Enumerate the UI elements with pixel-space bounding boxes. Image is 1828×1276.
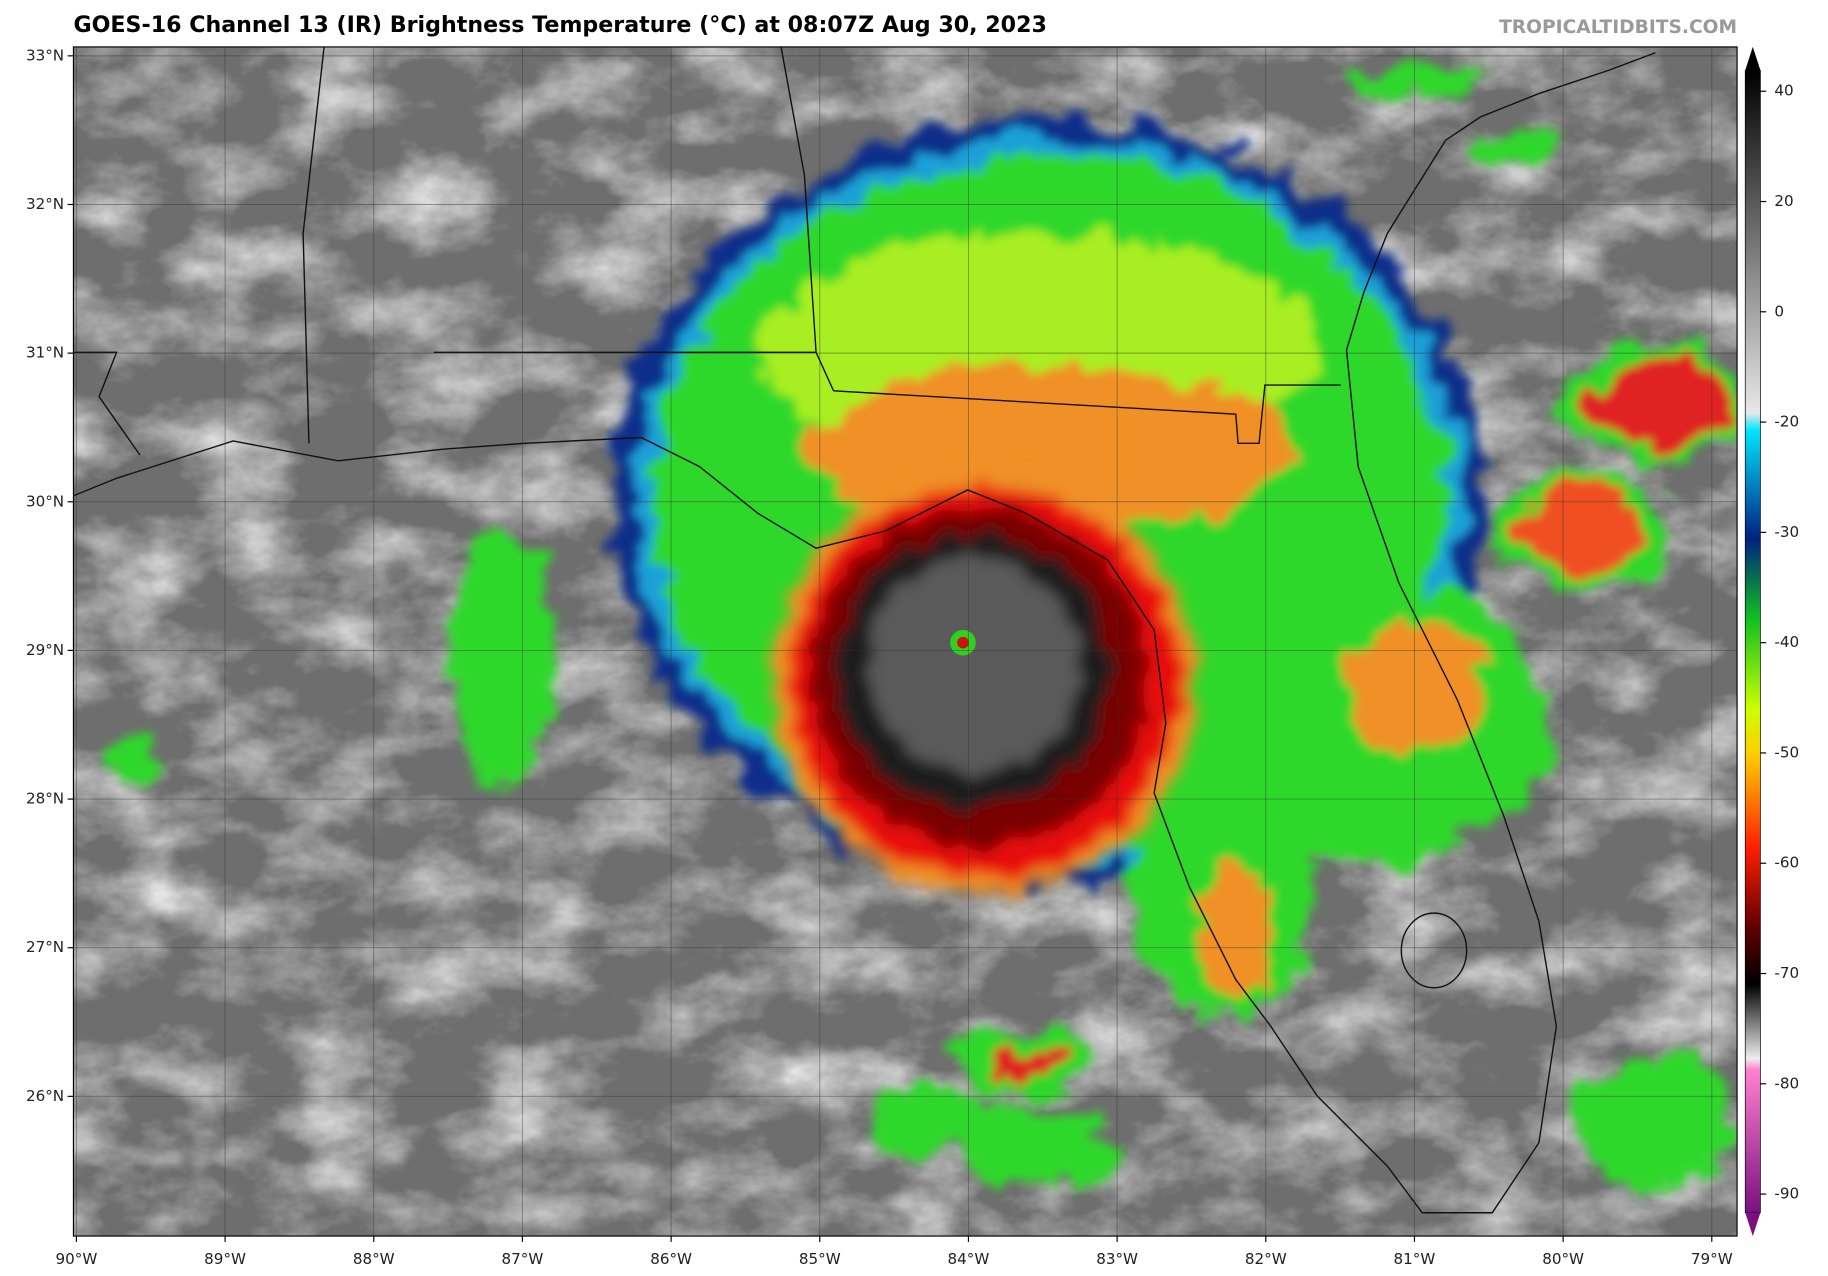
map-frame [72, 46, 1738, 1237]
lon-tick-label: 83°W [1096, 1250, 1138, 1268]
lon-tick-label: 88°W [353, 1250, 395, 1268]
colorbar-tick-label: -90 [1774, 1185, 1799, 1203]
lon-tick-label: 89°W [204, 1250, 246, 1268]
lon-tick-label: 79°W [1691, 1250, 1733, 1268]
lon-tick-label: 87°W [502, 1250, 544, 1268]
lat-tick-label: 33°N [26, 46, 64, 64]
colorbar-tick-label: -20 [1774, 413, 1799, 431]
coastline [73, 46, 1656, 1214]
colorbar-tick-label: 40 [1774, 82, 1793, 100]
colorbar [1744, 46, 1761, 1237]
graticule [67, 46, 1738, 1242]
lon-tick-label: 86°W [650, 1250, 692, 1268]
credit: TROPICALTIDBITS.COM [1499, 17, 1737, 38]
lon-tick-label: 80°W [1542, 1250, 1584, 1268]
colorbar-tick-label: -50 [1774, 743, 1799, 761]
colorbar-tick-label: -60 [1774, 854, 1799, 872]
satellite-image [73, 46, 1738, 1237]
lat-tick-label: 30°N [26, 492, 64, 510]
lat-tick-label: 27°N [26, 938, 64, 956]
lat-tick-label: 31°N [26, 344, 64, 362]
lat-tick-label: 26°N [26, 1087, 64, 1105]
title: GOES-16 Channel 13 (IR) Brightness Tempe… [73, 12, 1046, 38]
colorbar-tick-label: -40 [1774, 633, 1799, 651]
lat-tick-label: 28°N [26, 790, 64, 808]
colorbar-tick-label: -70 [1774, 964, 1799, 982]
lon-tick-label: 84°W [948, 1250, 990, 1268]
lon-tick-label: 82°W [1245, 1250, 1287, 1268]
lon-tick-label: 90°W [56, 1250, 98, 1268]
lat-tick-label: 29°N [26, 641, 64, 659]
colorbar-tick-label: 0 [1774, 302, 1784, 320]
colorbar-tick-label: 20 [1774, 192, 1793, 210]
lat-tick-label: 32°N [26, 195, 64, 213]
colorbar-tick-label: -80 [1774, 1074, 1799, 1092]
lon-tick-label: 85°W [799, 1250, 841, 1268]
colorbar-tick-label: -30 [1774, 523, 1799, 541]
lon-tick-label: 81°W [1394, 1250, 1436, 1268]
